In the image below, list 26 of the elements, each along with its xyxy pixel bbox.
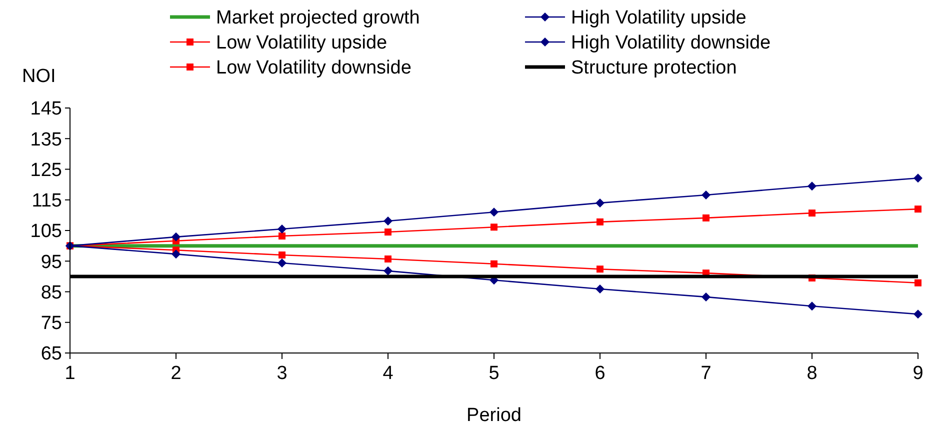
legend-label: High Volatility upside [571, 8, 746, 29]
y-tick-label: 75 [40, 313, 62, 334]
y-axis-title: NOI [22, 66, 56, 87]
legend-label: Market projected growth [216, 8, 420, 29]
y-tick-label: 95 [40, 252, 62, 273]
x-tick-label: 4 [382, 363, 394, 384]
x-tick-label: 9 [912, 363, 924, 384]
y-tick-label: 145 [30, 98, 62, 120]
x-tick-label: 2 [170, 363, 182, 384]
legend-label: Low Volatility downside [216, 58, 412, 79]
y-tick-label: 135 [30, 129, 62, 150]
legend-label: Structure protection [571, 58, 737, 79]
x-tick-label: 7 [700, 363, 712, 384]
x-tick-label: 6 [594, 363, 606, 384]
x-tick-label: 5 [488, 363, 500, 384]
y-tick-label: 115 [32, 190, 62, 212]
x-tick-label: 1 [64, 363, 76, 384]
y-tick-label: 65 [40, 344, 62, 365]
y-tick-label: 105 [30, 221, 62, 242]
x-tick-label: 3 [276, 363, 288, 384]
y-tick-label: 85 [40, 282, 62, 304]
x-tick-label: 8 [806, 363, 818, 384]
x-axis-title: Period [466, 405, 522, 426]
legend-label: Low Volatility upside [216, 32, 388, 54]
y-tick-label: 125 [30, 160, 62, 181]
legend-label: High Volatility downside [571, 32, 771, 54]
